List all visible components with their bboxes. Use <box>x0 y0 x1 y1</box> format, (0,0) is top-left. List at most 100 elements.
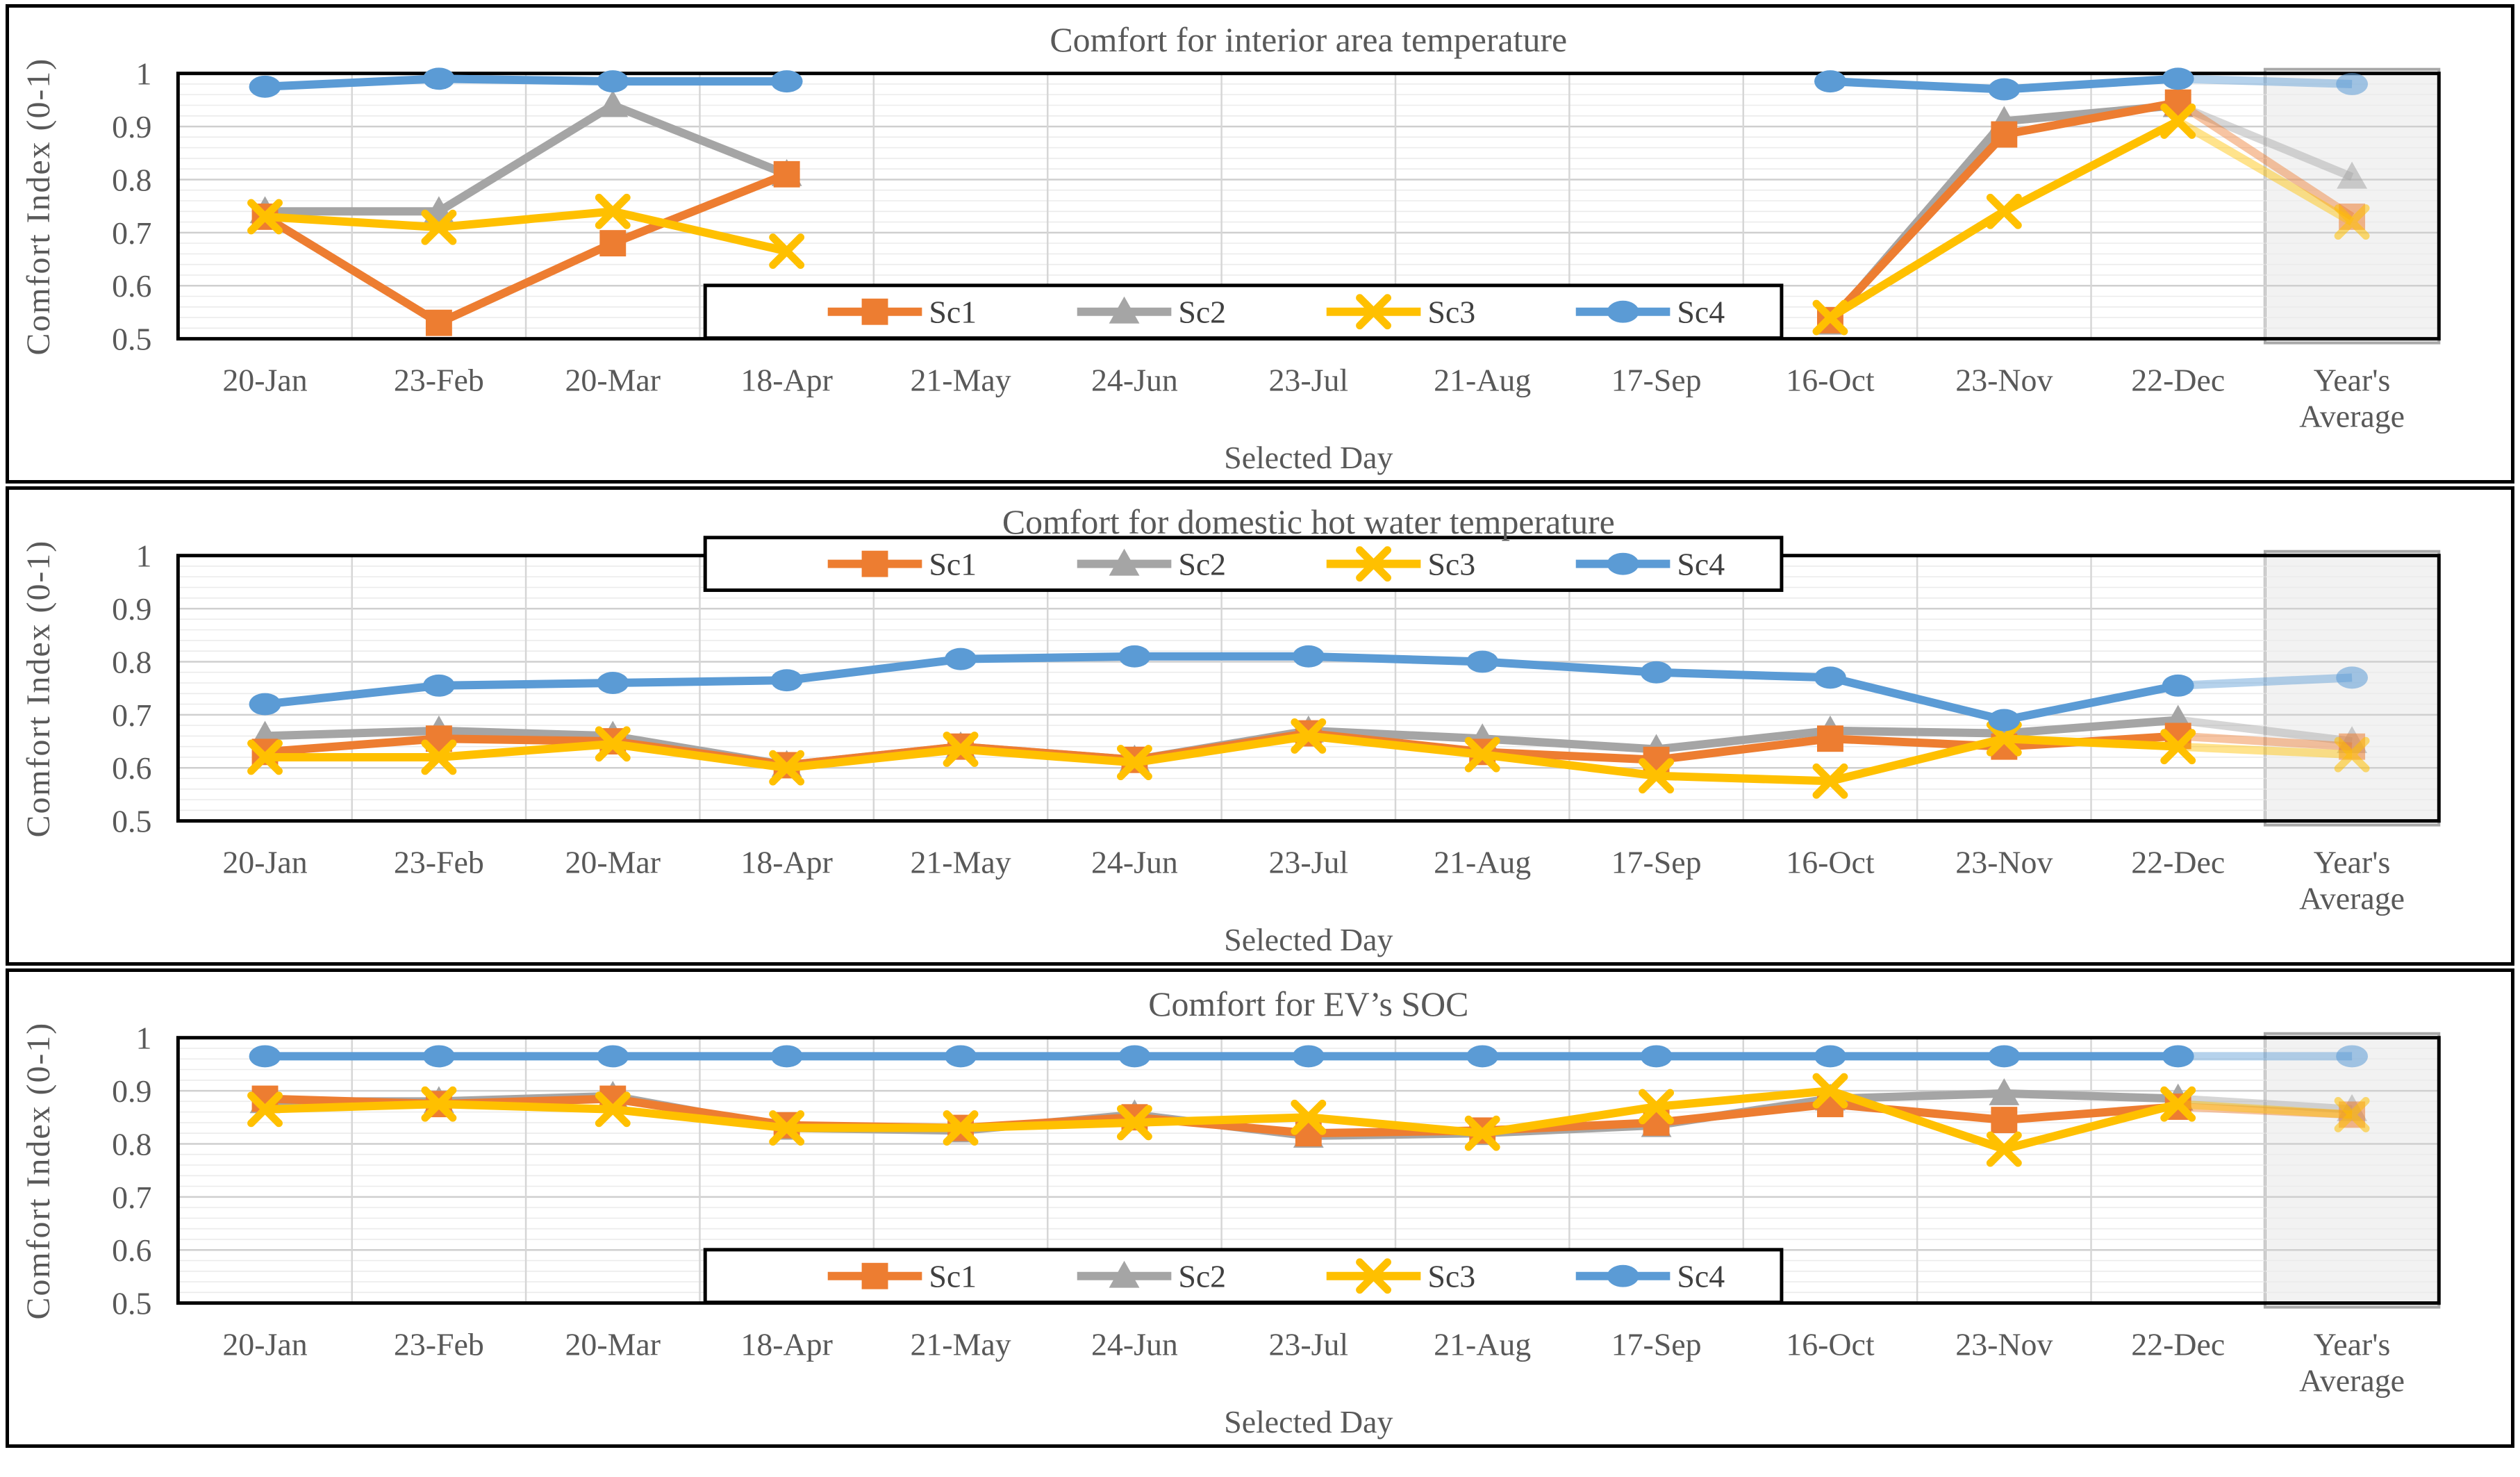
x-marker <box>421 1086 457 1122</box>
series-line <box>265 1094 2179 1138</box>
y-tick-label: 1 <box>135 56 151 92</box>
x-marker <box>1291 1099 1327 1135</box>
circle-marker <box>770 1045 803 1068</box>
x-tick-label: 17-Sep <box>1611 844 1702 880</box>
chart-title: Comfort for interior area temperature <box>1050 21 1567 59</box>
series-line-faded <box>2175 117 2355 226</box>
x-tick-label: 23-Jul <box>1268 844 1348 880</box>
x-marker <box>1116 745 1152 781</box>
legend-circle-marker <box>1607 300 1639 323</box>
circle-marker <box>2162 67 2194 90</box>
legend-x-marker <box>1356 546 1391 582</box>
circle-marker <box>1640 661 1673 684</box>
series-line-faded <box>2178 74 2353 88</box>
circle-marker <box>1814 70 1846 93</box>
legend-label: Sc2 <box>1178 547 1226 582</box>
legend-square-marker <box>861 550 888 577</box>
legend-triangle-marker <box>1109 548 1140 576</box>
series-line-faded <box>2178 1100 2353 1119</box>
circle-marker <box>249 693 281 716</box>
x-tick-label: 17-Sep <box>1611 362 1702 397</box>
x-tick-label: 17-Sep <box>1611 1326 1702 1362</box>
x-marker <box>769 233 805 270</box>
circle-marker <box>1118 1045 1151 1068</box>
y-tick-label: 0.5 <box>112 1286 151 1321</box>
x-marker <box>2160 729 2196 765</box>
x-tick-label: 24-Jun <box>1091 844 1178 880</box>
x-marker <box>1812 299 1848 336</box>
x-tick-label: 18-Apr <box>740 362 832 397</box>
circle-marker <box>945 1045 977 1068</box>
series-sc4 <box>249 1045 2369 1068</box>
series-sc3 <box>247 104 2370 336</box>
y-axis-title: Comfort Index (0-1) <box>20 1022 57 1320</box>
circle-marker <box>1292 1045 1325 1068</box>
circle-marker <box>597 672 629 694</box>
series-sc4 <box>249 67 2369 101</box>
x-marker <box>1986 1131 2022 1167</box>
triangle-marker <box>2337 161 2368 189</box>
x-tick-label: 20-Mar <box>565 362 661 397</box>
x-marker <box>421 739 457 775</box>
x-tick-label: 24-Jun <box>1091 1326 1178 1362</box>
panel-interior-area-temperature: 1 0.9 0.8 0.7 0.6 0.5 20-Jan 23-Feb 20-Mar 18-Apr… <box>6 4 2514 484</box>
circle-marker <box>422 67 455 90</box>
x-tick-label: 16-Oct <box>1786 1326 1875 1362</box>
y-axis-title: Comfort Index (0-1) <box>20 540 57 838</box>
chart-title: Comfort for domestic hot water temperatu… <box>1002 503 1615 541</box>
square-marker <box>1991 1107 2018 1134</box>
x-tick-label: 21-May <box>910 844 1011 880</box>
circle-marker <box>1814 1045 1846 1068</box>
series-line <box>265 732 2178 786</box>
y-tick-label: 0.8 <box>112 644 151 679</box>
x-tick-label: 23-Nov <box>1955 1326 2053 1362</box>
x-tick-label: 16-Oct <box>1786 362 1875 397</box>
series-line-faded <box>2178 732 2353 751</box>
x-marker <box>595 1091 631 1128</box>
x-marker <box>2334 204 2370 240</box>
x-marker <box>2160 1086 2196 1122</box>
circle-marker <box>422 674 455 697</box>
x-tick-label: 23-Jul <box>1268 1326 1348 1362</box>
x-marker <box>1464 1115 1500 1151</box>
x-marker <box>421 209 457 245</box>
legend-x-marker <box>1356 1258 1391 1294</box>
x-tick-label: Average <box>2299 398 2405 434</box>
y-tick-label: 1 <box>135 538 151 574</box>
circle-marker <box>1118 645 1151 668</box>
chart-canvas: 1 0.9 0.8 0.7 0.6 0.5 20-Jan 23-Feb 20-Mar 18-Apr… <box>112 1021 2441 1398</box>
legend-label: Sc1 <box>929 547 977 582</box>
series-line-faded <box>2177 716 2353 745</box>
x-tick-label: 23-Feb <box>394 1326 484 1362</box>
x-marker <box>1986 720 2022 757</box>
series-line-faded <box>2178 673 2353 690</box>
x-tick-label: Year's <box>2314 844 2391 880</box>
circle-marker <box>1466 1045 1499 1068</box>
x-tick-label: Year's <box>2314 362 2391 397</box>
square-marker <box>425 309 452 336</box>
legend-label: Sc3 <box>1427 1259 1475 1294</box>
x-marker <box>247 199 283 235</box>
circle-marker <box>770 669 803 692</box>
legend-circle-marker <box>1607 1264 1639 1287</box>
panel-domestic-hot-water-temperature: 1 0.9 0.8 0.7 0.6 0.5 20-Jan 23-Feb 20-Mar 18-Apr… <box>6 486 2514 966</box>
x-marker <box>2334 1097 2370 1132</box>
x-marker <box>595 726 631 762</box>
x-marker <box>769 750 805 786</box>
legend-label: Sc1 <box>929 1259 977 1294</box>
legend-square-marker <box>861 1262 888 1289</box>
series-line-faded <box>2175 99 2355 220</box>
legend: Sc1 Sc2 Sc3 Sc4 <box>703 1248 1784 1305</box>
y-tick-label: 0.9 <box>112 1073 151 1109</box>
square-marker <box>599 230 627 257</box>
x-axis-title: Selected Day <box>1224 1404 1393 1439</box>
circle-marker <box>1640 1045 1673 1068</box>
x-marker <box>943 1110 979 1146</box>
x-tick-label: 21-May <box>910 1326 1011 1362</box>
legend-label: Sc4 <box>1677 295 1725 330</box>
series-sc4 <box>249 645 2369 732</box>
y-tick-label: 1 <box>135 1021 151 1056</box>
years-average-band <box>2263 1032 2441 1309</box>
x-marker <box>247 1091 283 1128</box>
